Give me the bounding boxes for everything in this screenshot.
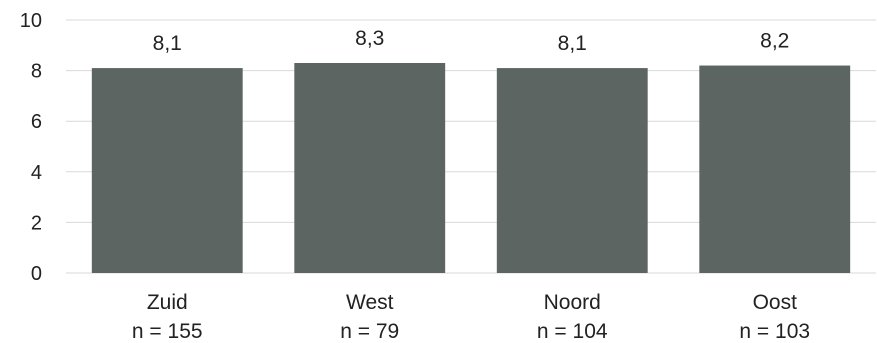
y-tick-label: 0 — [31, 263, 42, 285]
x-axis-category-labels: Zuid n = 155 West n = 79 Noord n = 104 Oost n =… — [132, 291, 810, 343]
category-label-oost: Oost — [753, 291, 798, 314]
data-labels: 8,1 8,3 8,1 8,2 — [153, 27, 790, 55]
data-label-zuid: 8,1 — [153, 32, 182, 55]
y-axis-tick-labels: 0 2 4 6 8 10 — [20, 10, 42, 285]
bar-noord — [496, 68, 648, 273]
y-tick-label: 10 — [20, 10, 42, 32]
category-sublabel-oost: n = 103 — [739, 320, 810, 343]
y-tick-label: 8 — [31, 61, 42, 83]
data-label-oost: 8,2 — [760, 30, 789, 53]
category-sublabel-zuid: n = 155 — [132, 320, 203, 343]
category-sublabel-west: n = 79 — [340, 320, 399, 343]
bar-zuid — [91, 68, 243, 273]
data-label-noord: 8,1 — [558, 32, 587, 55]
category-label-west: West — [346, 291, 394, 314]
y-tick-label: 4 — [31, 162, 42, 184]
y-tick-label: 6 — [31, 111, 42, 133]
bar-west — [294, 63, 446, 274]
bar-oost — [699, 65, 851, 273]
category-label-noord: Noord — [544, 291, 601, 314]
category-sublabel-noord: n = 104 — [537, 320, 608, 343]
bars — [91, 63, 851, 274]
data-label-west: 8,3 — [355, 27, 384, 50]
category-label-zuid: Zuid — [147, 291, 188, 314]
y-tick-label: 2 — [31, 212, 42, 234]
